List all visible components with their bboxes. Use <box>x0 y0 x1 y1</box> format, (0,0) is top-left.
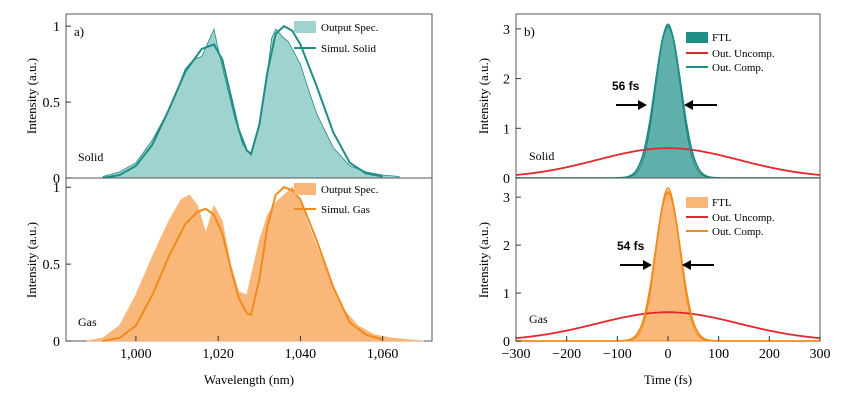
legend-b-solid: FTL Out. Uncomp. Out. Comp. <box>686 32 775 74</box>
xtick-label-b-6: 300 <box>810 347 831 362</box>
series-simul-gas <box>102 186 383 342</box>
ylabel-a-gas: Intensity (a.u.) <box>24 222 39 298</box>
arrowhead-left-gas <box>643 260 652 270</box>
xtick-label-b-4: 100 <box>708 347 729 362</box>
ylabel-b-solid: Intensity (a.u.) <box>476 58 491 134</box>
panel-label-a: a) <box>74 24 84 39</box>
side-label-solid-b: Solid <box>529 149 554 163</box>
legend-label-comp-solid: Out. Comp. <box>712 62 764 74</box>
panel-b-solid: b) Solid FTL Out. Uncomp. Out. Comp. 56 … <box>515 13 821 179</box>
xlabel-b: Time (fs) <box>644 372 692 387</box>
ytick-label-b-solid-0: 0 <box>503 172 510 187</box>
series-simul-solid <box>102 24 383 179</box>
ytick-label-b-gas-0: 0 <box>503 335 510 350</box>
xtick-label-b-0: −300 <box>502 347 531 362</box>
legend-swatch-ftl-solid <box>686 32 708 43</box>
panel-a-solid: a) Solid Output Spec. Simul. Solid <box>65 13 433 179</box>
legend-b-gas: FTL Out. Uncomp. Out. Comp. <box>686 197 775 238</box>
ytick-label-b-solid-2: 2 <box>503 73 510 88</box>
ytick-label-b-solid-3: 3 <box>503 23 510 38</box>
xtick-label-a-1: 1,020 <box>202 347 234 362</box>
arrowhead-right-solid <box>684 100 693 110</box>
ytick-label-a-gas-0: 0 <box>53 335 60 350</box>
fwhm-annotation-solid: 56 fs <box>612 79 640 93</box>
panel-a-solid-frame <box>65 13 433 179</box>
fwhm-annotation-gas: 54 fs <box>617 239 645 253</box>
ytick-label-a-solid-2: 1 <box>53 20 60 35</box>
side-label-solid-a: Solid <box>78 150 103 164</box>
legend-a-gas: Output Spec. Simul. Gas <box>294 183 379 216</box>
xlabel-a: Wavelength (nm) <box>204 372 294 387</box>
legend-a-solid: Output Spec. Simul. Solid <box>294 21 379 55</box>
legend-label-simul-solid: Simul. Solid <box>321 43 377 55</box>
series-uncomp-gas <box>515 311 821 339</box>
ytick-label-b-gas-1: 1 <box>503 287 510 302</box>
xtick-label-b-5: 200 <box>759 347 780 362</box>
legend-label-simul-gas: Simul. Gas <box>321 204 370 216</box>
ytick-label-a-gas-1: 0.5 <box>43 258 61 273</box>
legend-swatch-ftl-gas <box>686 197 708 208</box>
ytick-label-b-solid-1: 1 <box>503 122 510 137</box>
legend-label-output-spec-solid: Output Spec. <box>321 22 379 34</box>
xtick-label-b-1: −200 <box>552 347 581 362</box>
legend-label-comp-gas: Out. Comp. <box>712 226 764 238</box>
legend-swatch-output-spec-gas <box>294 183 316 195</box>
fwhm-arrows-gas <box>620 260 714 270</box>
fwhm-arrows-solid <box>616 100 717 110</box>
xtick-label-a-0: 1,000 <box>120 347 152 362</box>
arrowhead-right-gas <box>682 260 691 270</box>
ylabel-b-gas: Intensity (a.u.) <box>476 222 491 298</box>
xtick-label-b-2: −100 <box>603 347 632 362</box>
ytick-label-b-gas-3: 3 <box>503 191 510 206</box>
side-label-gas-b: Gas <box>529 312 548 326</box>
legend-label-ftl-solid: FTL <box>712 32 732 44</box>
legend-label-uncomp-gas: Out. Uncomp. <box>712 212 775 224</box>
ylabel-a-solid: Intensity (a.u.) <box>24 58 39 134</box>
xtick-label-a-3: 1,060 <box>367 347 399 362</box>
ytick-label-a-solid-0: 0 <box>53 172 60 187</box>
legend-label-uncomp-solid: Out. Uncomp. <box>712 48 775 60</box>
series-uncomp-solid <box>515 147 821 176</box>
panel-label-b: b) <box>524 24 535 39</box>
legend-swatch-output-spec-solid <box>294 21 316 33</box>
legend-label-ftl-gas: FTL <box>712 197 732 209</box>
legend-label-output-spec-gas: Output Spec. <box>321 184 379 196</box>
ytick-label-a-gas-2: 1 <box>53 181 60 196</box>
arrowhead-left-solid <box>638 100 647 110</box>
panel-a-gas: Gas Output Spec. Simul. Gas <box>65 177 433 342</box>
ytick-label-a-solid-1: 0.5 <box>43 96 61 111</box>
side-label-gas-a: Gas <box>78 315 97 329</box>
ytick-label-b-gas-2: 2 <box>503 239 510 254</box>
panel-b-gas: Gas FTL Out. Uncomp. Out. Comp. 54 fs <box>515 177 821 342</box>
xtick-label-b-3: 0 <box>665 347 672 362</box>
xtick-label-a-2: 1,040 <box>285 347 317 362</box>
